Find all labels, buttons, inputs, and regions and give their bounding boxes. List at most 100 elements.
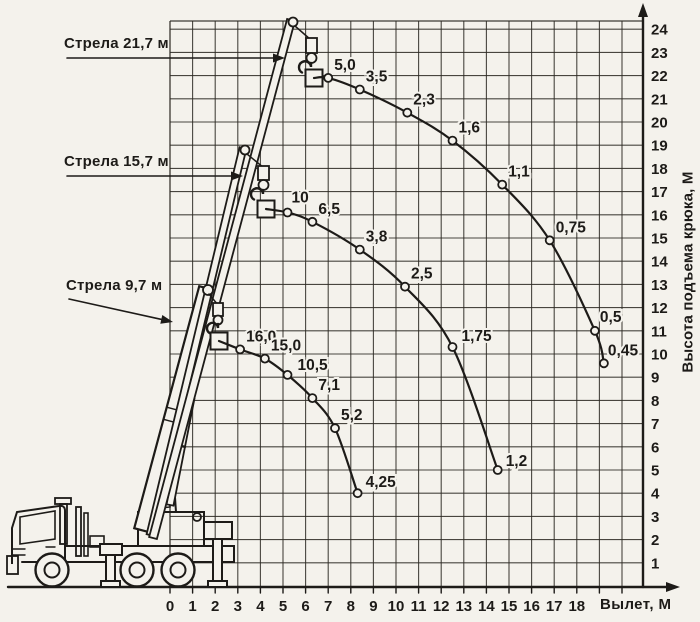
truck-mast-plate <box>75 506 82 557</box>
boom-tip-sheave <box>287 16 299 28</box>
y-tick-label: 16 <box>651 207 668 224</box>
leader-arrowhead <box>160 315 173 324</box>
boom-illustrations <box>132 17 296 541</box>
y-axis-title: Высота подъема крюка, М <box>679 171 697 373</box>
data-point <box>497 179 508 190</box>
data-point <box>282 207 293 218</box>
y-tick-label: 13 <box>651 277 668 294</box>
x-tick-label: 11 <box>411 598 427 615</box>
y-tick-label: 18 <box>651 161 668 178</box>
boom-label-arrows <box>66 53 285 324</box>
data-point <box>307 216 318 227</box>
data-point <box>590 325 600 336</box>
truck-cab <box>11 504 66 564</box>
load-label: 6,5 <box>318 201 340 218</box>
load-label: 15,0 <box>271 338 301 355</box>
y-tick-label: 23 <box>651 45 668 62</box>
y-tick-label: 7 <box>651 416 659 433</box>
y-tick-label: 20 <box>651 115 668 132</box>
load-label: 10 <box>292 190 309 207</box>
data-point <box>354 244 365 255</box>
load-label: 10,5 <box>298 357 329 374</box>
y-tick-label: 12 <box>651 300 668 317</box>
data-point <box>282 369 293 380</box>
y-axis-arrowhead <box>638 3 648 17</box>
front-outrigger-box <box>99 543 123 556</box>
y-tick-label: 22 <box>651 68 668 85</box>
capacity-points <box>235 73 609 499</box>
y-tick-label: 9 <box>651 370 659 387</box>
data-point <box>400 281 410 292</box>
front-outrigger-leg <box>105 554 116 582</box>
load-label: 4,25 <box>366 474 397 491</box>
x-tick-label: 16 <box>523 598 540 615</box>
data-point <box>307 393 318 404</box>
pulley-block <box>257 165 270 181</box>
load-label: 5,0 <box>334 57 356 74</box>
grid <box>169 20 643 586</box>
x-axis-arrowhead <box>666 582 680 592</box>
y-tick-label: 4 <box>651 486 660 503</box>
x-tick-label: 8 <box>347 598 355 615</box>
data-point <box>323 73 334 83</box>
truck-wheel-hub <box>43 561 61 579</box>
data-point <box>259 353 270 364</box>
truck-bumper <box>6 555 19 575</box>
load-label: 5,2 <box>341 407 363 424</box>
front-outrigger-pad <box>100 580 121 588</box>
x-tick-label: 0 <box>166 598 174 615</box>
load-label: 3,5 <box>366 69 388 86</box>
x-tick-label: 6 <box>301 598 309 615</box>
axes: 0 1 2 3 4 5 6 7 8 9 10 11 12 13 14 15 16 17 18123456789101… <box>6 3 680 615</box>
x-tick-label: 17 <box>546 598 563 615</box>
x-tick-label: 10 <box>388 598 405 615</box>
load-label: 1,75 <box>462 328 493 345</box>
y-tick-label: 1 <box>651 555 659 572</box>
crane-hook-icon <box>297 60 313 74</box>
data-point <box>492 465 503 475</box>
load-label: 1,1 <box>508 164 530 181</box>
x-tick-label: 18 <box>568 598 585 615</box>
y-tick-label: 10 <box>651 347 668 364</box>
truck-wheel-hub <box>169 561 187 579</box>
y-tick-label: 2 <box>651 532 659 549</box>
crane-hook-icon <box>249 187 265 201</box>
load-label: 0,5 <box>600 309 622 326</box>
y-tick-label: 21 <box>651 91 668 108</box>
boom-tip-sheave <box>202 284 214 296</box>
crane-hook-icon <box>205 321 220 335</box>
boom-label-9-7m: Стрела 9,7 м <box>66 277 163 294</box>
x-tick-label: 4 <box>256 598 265 615</box>
load-label: 1,6 <box>459 120 481 137</box>
boom-pivot <box>192 512 202 522</box>
y-tick-label: 14 <box>651 254 668 271</box>
pulley-block <box>305 37 318 54</box>
data-point <box>330 423 340 434</box>
leader-arrowhead <box>231 171 243 181</box>
y-tick-label: 6 <box>651 439 659 456</box>
load-label: 0,45 <box>608 342 639 359</box>
y-tick-label: 24 <box>651 22 668 39</box>
x-tick-label: 12 <box>433 598 450 615</box>
boom-label-15-7m: Стрела 15,7 м <box>64 153 169 170</box>
data-point <box>235 344 246 355</box>
truck-exhaust-pipe <box>59 503 68 545</box>
data-point <box>354 84 365 95</box>
y-tick-label: 8 <box>651 393 659 410</box>
rear-outrigger-box <box>203 521 233 540</box>
rear-outrigger-pad <box>207 580 228 588</box>
rear-outrigger-leg <box>212 538 223 582</box>
load-label: 16,0 <box>246 328 276 345</box>
x-tick-label: 5 <box>279 598 287 615</box>
x-tick-label: 15 <box>501 598 518 615</box>
data-point <box>352 488 363 499</box>
truck-wheel-hub <box>128 561 146 579</box>
capacity-curves <box>217 75 605 495</box>
y-tick-label: 17 <box>651 184 668 201</box>
y-tick-label: 3 <box>651 509 659 526</box>
load-value-labels: 5,0 3,5 2,3 1,6 1,1 0,75 0,5 0,45 10 6,5 3,8 2,5 1,7… <box>244 55 640 493</box>
leader-arrowhead <box>273 53 285 63</box>
boom-tip-sheave <box>239 144 251 156</box>
load-label: 1,2 <box>506 453 528 470</box>
